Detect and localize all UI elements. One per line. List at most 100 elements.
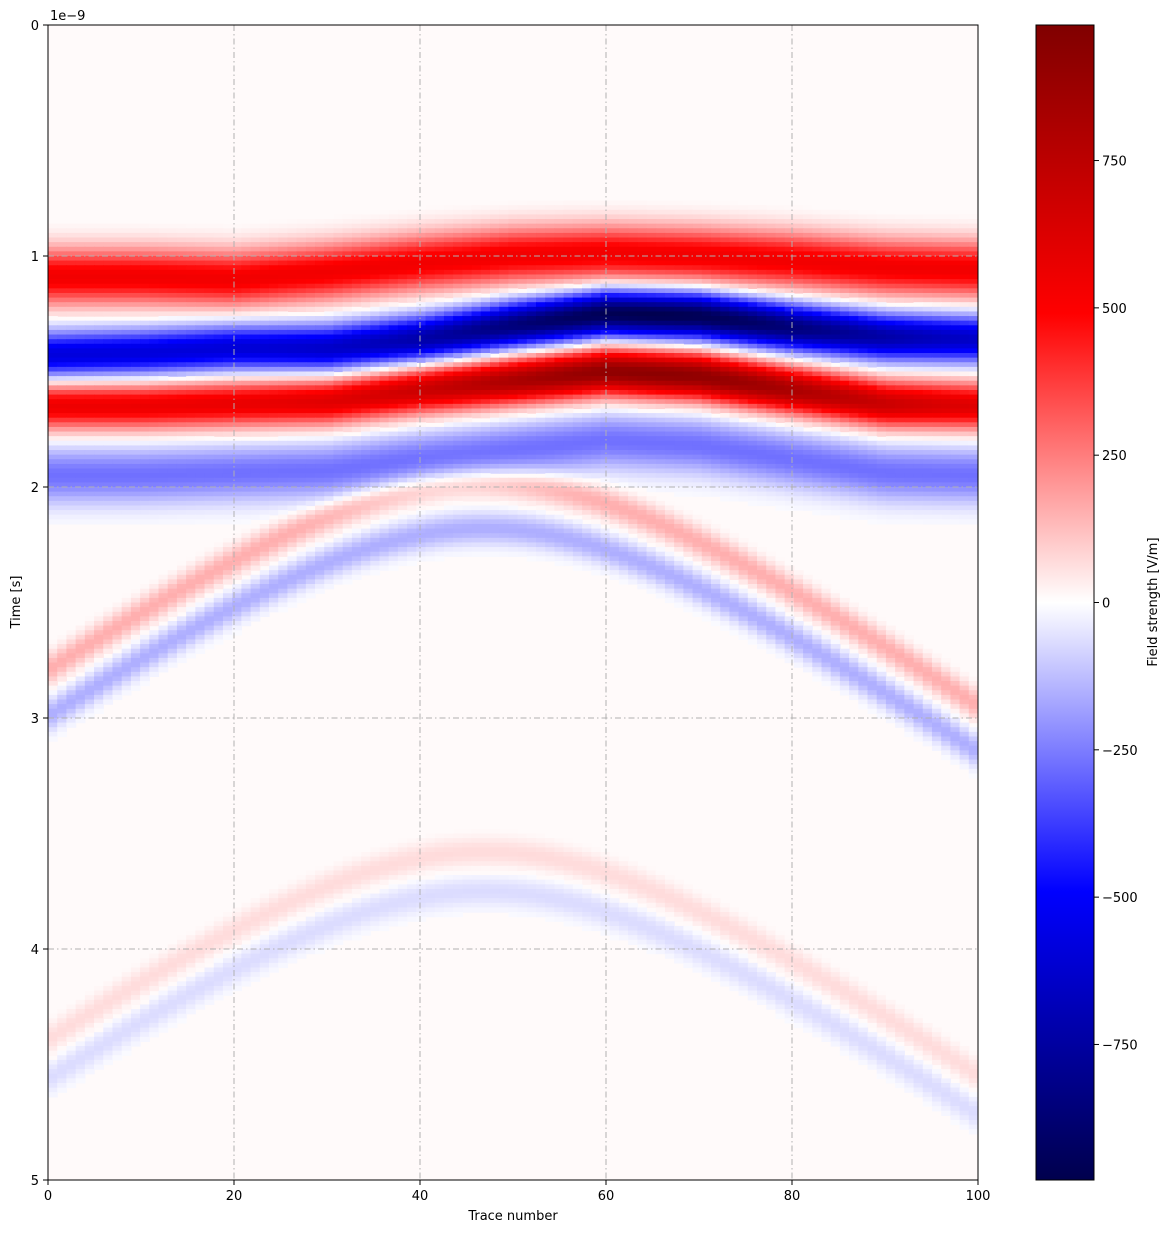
heatmap-cell <box>425 260 436 266</box>
heatmap-cell <box>259 242 270 248</box>
heatmap-cell <box>968 237 978 243</box>
heatmap-cell <box>425 242 436 248</box>
heatmap-cell <box>757 237 767 243</box>
heatmap-cell <box>296 394 307 400</box>
heatmap-cell <box>351 242 362 248</box>
heatmap-cell <box>315 325 325 331</box>
heatmap-cell <box>489 426 500 433</box>
heatmap-cell <box>793 394 804 400</box>
heatmap-cell <box>738 228 749 234</box>
heatmap-cell <box>222 389 233 396</box>
heatmap-cell <box>803 316 813 322</box>
heatmap-cell <box>563 283 574 289</box>
heatmap-cell <box>149 228 160 234</box>
heatmap-cell <box>876 403 887 410</box>
heatmap-cell <box>701 357 712 363</box>
heatmap-cell <box>913 399 924 405</box>
heatmap-cell <box>876 246 887 252</box>
heatmap-cell <box>637 251 648 257</box>
heatmap-cell <box>342 399 353 405</box>
heatmap-cell <box>701 200 712 206</box>
heatmap-cell <box>968 219 978 225</box>
heatmap-cell <box>674 320 684 326</box>
heatmap-cell <box>158 279 169 285</box>
heatmap-cell <box>130 353 141 359</box>
heatmap-cell <box>931 242 942 248</box>
heatmap-cell <box>278 426 289 433</box>
heatmap-cell <box>508 297 519 303</box>
heatmap-cell <box>443 408 454 414</box>
heatmap-cell <box>416 325 427 331</box>
heatmap-cell <box>471 288 482 294</box>
heatmap-cell <box>922 399 933 405</box>
heatmap-cell <box>784 237 795 243</box>
heatmap-cell <box>637 380 648 386</box>
heatmap-cell <box>710 256 721 262</box>
heatmap-cell <box>536 320 546 326</box>
heatmap-cell <box>609 366 620 373</box>
heatmap-cell <box>361 357 371 363</box>
heatmap-cell <box>158 417 169 423</box>
heatmap-cell <box>526 394 537 400</box>
heatmap-cell <box>434 357 445 363</box>
heatmap-cell <box>618 219 629 225</box>
heatmap-cell <box>803 209 813 216</box>
heatmap-cell <box>766 288 777 294</box>
heatmap-cell <box>710 242 721 248</box>
heatmap-cell <box>232 408 242 414</box>
heatmap-cell <box>591 380 602 386</box>
heatmap-cell <box>167 329 178 336</box>
heatmap-cell <box>572 403 583 410</box>
heatmap-cell <box>582 389 592 396</box>
heatmap-cell <box>913 371 924 377</box>
heatmap-cell <box>480 251 491 257</box>
heatmap-cell <box>379 366 390 373</box>
heatmap-cell <box>747 353 758 359</box>
heatmap-cell <box>793 209 804 216</box>
heatmap-cell <box>204 265 215 271</box>
heatmap-cell <box>867 283 878 289</box>
heatmap-cell <box>84 320 95 326</box>
heatmap-cell <box>315 279 325 285</box>
heatmap-cell <box>821 348 832 354</box>
heatmap-cell <box>701 334 712 340</box>
heatmap-cell <box>250 413 261 419</box>
heatmap-cell <box>858 376 869 382</box>
heatmap-cell <box>554 265 565 271</box>
heatmap-cell <box>968 334 978 340</box>
heatmap-cell <box>315 302 325 308</box>
heatmap-cell <box>407 417 417 423</box>
heatmap-cell <box>738 385 749 391</box>
heatmap-cell <box>324 376 335 382</box>
heatmap-cell <box>149 408 160 414</box>
heatmap-cell <box>57 246 68 252</box>
heatmap-cell <box>628 436 638 442</box>
heatmap-cell <box>140 417 150 423</box>
heatmap-cell <box>637 265 648 271</box>
heatmap-cell <box>278 283 289 289</box>
heatmap-cell <box>628 292 638 299</box>
heatmap-cell <box>582 348 592 354</box>
heatmap-cell <box>959 214 970 220</box>
heatmap-cell <box>121 223 132 229</box>
heatmap-cell <box>950 279 961 285</box>
heatmap-cell <box>582 353 592 359</box>
heatmap-cell <box>268 408 279 414</box>
heatmap-cell <box>600 228 611 234</box>
heatmap-cell <box>554 292 565 299</box>
heatmap-cell <box>453 283 463 289</box>
heatmap-cell <box>140 320 150 326</box>
heatmap-cell <box>480 200 491 206</box>
heatmap-cell <box>158 408 169 414</box>
heatmap-cell <box>674 297 684 303</box>
heatmap-cell <box>582 394 592 400</box>
heatmap-cell <box>434 380 445 386</box>
heatmap-cell <box>710 385 721 391</box>
heatmap-cell <box>296 426 307 433</box>
heatmap-cell <box>941 297 951 303</box>
heatmap-cell <box>931 362 942 368</box>
heatmap-cell <box>904 334 915 340</box>
heatmap-cell <box>849 306 859 313</box>
heatmap-cell <box>913 219 924 225</box>
heatmap-cell <box>140 440 150 447</box>
